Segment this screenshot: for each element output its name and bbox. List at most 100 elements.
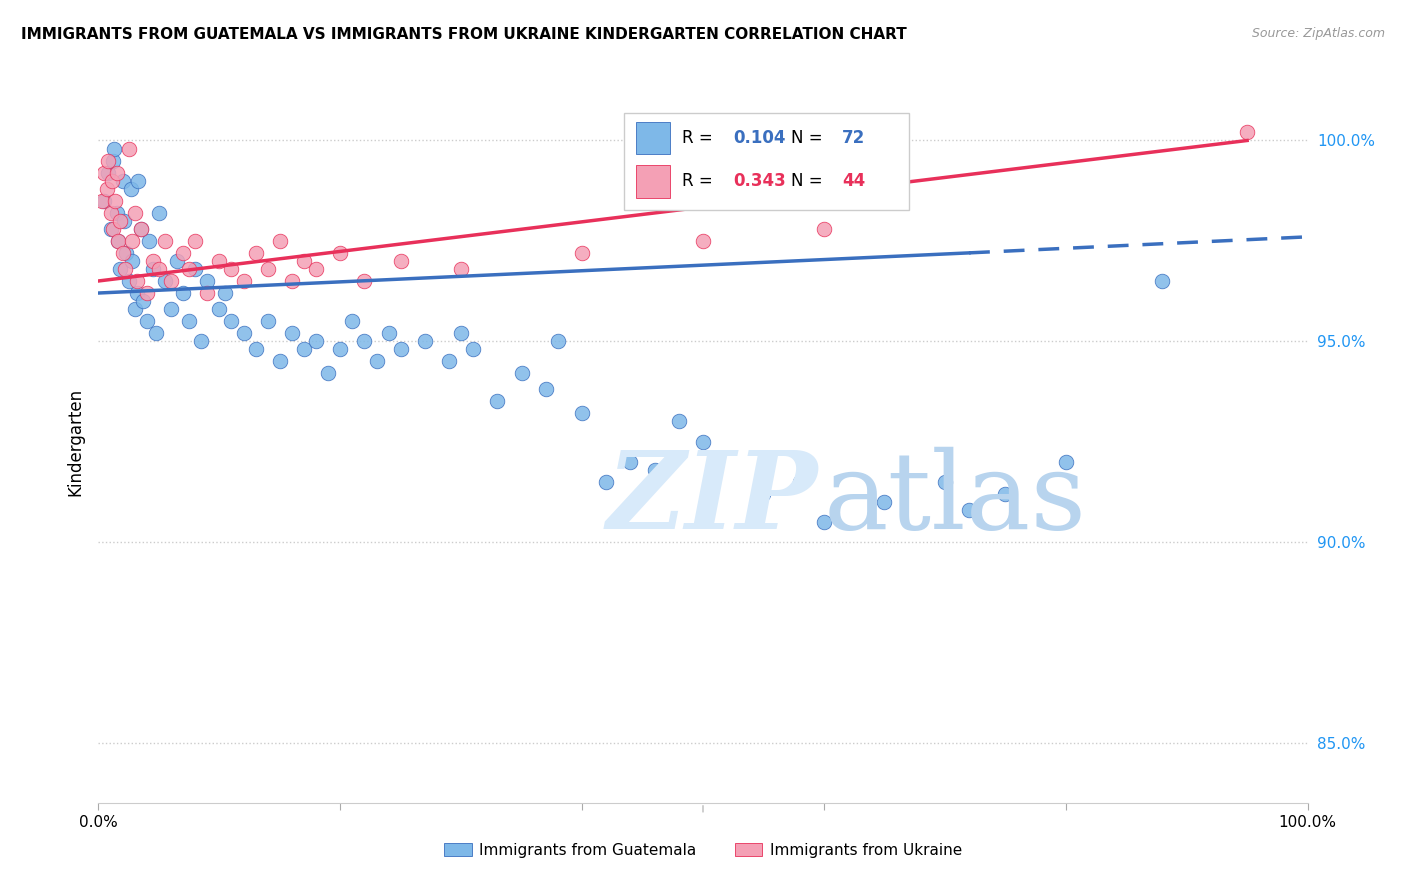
Point [142,262,165,277]
Point [510,367,533,381]
Point [353,274,375,288]
Point [145,326,167,341]
Point [118,274,141,288]
Point [957,503,980,517]
Y-axis label: Kindergarten: Kindergarten [66,387,84,496]
Text: R =: R = [682,172,718,190]
Point [668,415,690,429]
Point [221,314,243,328]
Point [142,254,165,268]
Point [103,142,125,156]
Point [813,515,835,529]
Point [547,334,569,349]
Point [97,153,120,168]
Point [353,334,375,349]
Point [111,174,134,188]
Point [256,262,278,277]
Point [127,174,149,188]
Point [124,206,146,220]
Point [994,487,1017,501]
Point [305,334,328,349]
Point [108,262,131,277]
Text: IMMIGRANTS FROM GUATEMALA VS IMMIGRANTS FROM UKRAINE KINDERGARTEN CORRELATION CH: IMMIGRANTS FROM GUATEMALA VS IMMIGRANTS … [21,27,907,42]
Bar [637,165,671,198]
Point [160,274,183,288]
Point [100,206,122,220]
Point [571,246,593,260]
Text: 0.343: 0.343 [734,172,786,190]
Point [190,334,212,349]
Point [232,326,254,341]
Point [571,407,593,421]
Point [534,383,557,397]
Point [292,254,315,268]
Point [172,246,194,260]
Point [1236,125,1258,139]
Point [450,262,472,277]
Point [132,294,155,309]
Point [100,222,122,236]
Point [692,234,714,248]
Text: 72: 72 [842,129,865,147]
Point [179,262,201,277]
Point [105,206,128,220]
Point [329,343,352,357]
Point [114,262,136,277]
Point [148,262,170,277]
Point [135,314,157,328]
Text: 0.104: 0.104 [734,129,786,147]
Point [269,354,291,368]
Text: 44: 44 [842,172,865,190]
Point [129,222,152,236]
Point [179,314,201,328]
Point [366,354,388,368]
Text: Source: ZipAtlas.com: Source: ZipAtlas.com [1251,27,1385,40]
Point [91,194,114,208]
Point [121,234,143,248]
Point [148,206,170,220]
Point [269,234,291,248]
Point [342,314,364,328]
Point [107,234,129,248]
Text: ZIP: ZIP [606,446,818,552]
Point [195,274,218,288]
Point [120,182,142,196]
Point [124,302,146,317]
Point [789,475,811,489]
Point [316,367,339,381]
Point [934,475,956,489]
Point [118,142,141,156]
Point [292,343,315,357]
Point [108,213,131,227]
Point [486,394,509,409]
Point [101,153,124,168]
Point [389,343,412,357]
Point [93,194,115,208]
Point [329,246,352,260]
Point [245,246,267,260]
Point [101,222,124,236]
Point [208,254,231,268]
Point [129,222,152,236]
Point [245,343,267,357]
Point [184,234,207,248]
Text: N =: N = [792,129,828,147]
Point [377,326,399,341]
Point [413,334,436,349]
Point [100,174,122,188]
Point [93,165,115,179]
Point [138,234,160,248]
Text: N =: N = [792,172,828,190]
Point [281,274,304,288]
Point [813,222,835,236]
Point [463,343,485,357]
Point [153,234,176,248]
Point [104,194,127,208]
Point [195,285,218,300]
Point [135,285,157,300]
Point [619,455,641,469]
Point [111,246,134,260]
Text: atlas: atlas [824,447,1087,552]
Point [752,487,775,501]
Point [208,302,231,317]
